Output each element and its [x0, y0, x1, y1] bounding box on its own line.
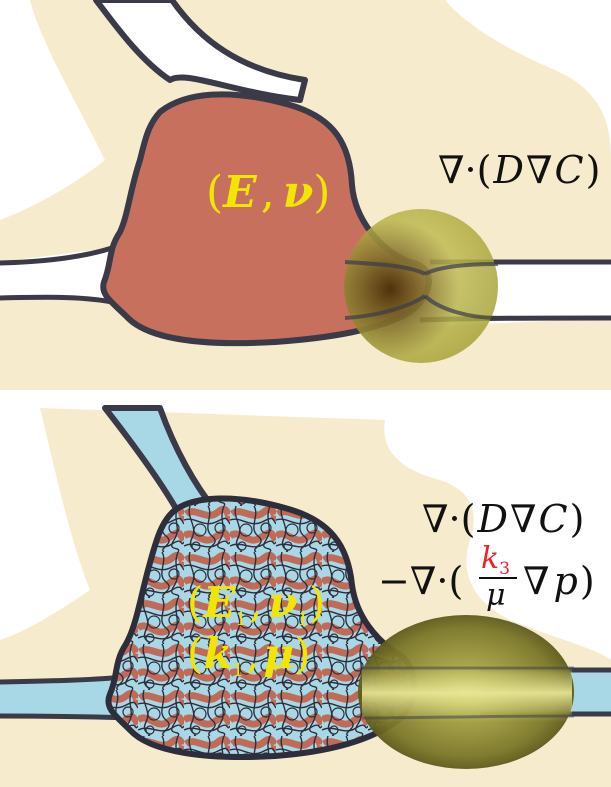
bottom-eq2-nabla1: ∇ — [410, 559, 437, 603]
bottom-eq2-k: k — [481, 541, 499, 576]
bottom-eq2-open: ( — [448, 559, 463, 603]
bottom-params2-close: ) — [294, 629, 310, 678]
top-params-E: E — [221, 167, 258, 218]
bottom-eq2-close: ) — [580, 559, 595, 603]
top-eq-dot: · — [465, 148, 477, 192]
top-eq-open: ( — [477, 148, 492, 192]
top-params-label: (E, ν) — [206, 167, 330, 218]
top-diffusion-core — [344, 209, 498, 363]
bottom-eq1-open: ( — [461, 497, 476, 541]
bottom-eq2-dot: · — [436, 559, 448, 603]
bottom-params-line1: (E1, ν1) — [187, 578, 325, 630]
top-params-open: ( — [206, 167, 223, 218]
bottom-equation-line2: −∇·( k3 μ ∇ p) — [378, 541, 595, 613]
top-panel: (E, ν) ∇·(D∇C) — [0, 0, 611, 390]
bottom-eq2-p: p — [554, 559, 578, 603]
bottom-params1-nu: ν — [268, 578, 297, 627]
bottom-params2-k: k — [203, 629, 232, 678]
bottom-panel: (E1, ν1) (k1,μ) ∇·(D∇C) −∇·( k3 μ ∇ p) — [0, 405, 611, 787]
bottom-eq2-prefix: −∇·( — [378, 559, 463, 603]
bottom-eq1-nabla1: ∇ — [422, 497, 449, 541]
bottom-params2-k-sub: 1 — [233, 660, 244, 681]
bottom-params1-open: ( — [187, 578, 203, 627]
bottom-flow-band — [362, 664, 572, 722]
bottom-eq2-nabla2: ∇ — [523, 559, 550, 603]
bottom-params1-nu-sub: 1 — [297, 609, 308, 630]
bottom-eq2-frac-numerator: k3 — [481, 541, 510, 579]
top-params-comma: , — [261, 167, 275, 218]
bottom-fibrous-cell-body — [105, 495, 417, 760]
top-params-close: ) — [313, 167, 330, 218]
bottom-params1-close: ) — [309, 578, 325, 627]
bottom-params2-mu: μ — [263, 629, 294, 678]
top-params-nu: ν — [283, 167, 314, 218]
bottom-params2-comma: , — [246, 629, 259, 678]
top-eq-nabla2: ∇ — [526, 148, 553, 192]
top-upper-channel — [93, 0, 308, 103]
bottom-eq2-minus: − — [378, 559, 410, 603]
top-eq-close: ) — [586, 148, 601, 192]
bottom-eq2-suffix: ∇ p) — [523, 559, 595, 603]
top-eq-nabla1: ∇ — [438, 148, 465, 192]
bottom-equation-line1: ∇·(D∇C) — [422, 497, 584, 541]
bottom-params1-comma: , — [249, 578, 262, 627]
top-equation: ∇·(D∇C) — [438, 148, 600, 192]
bottom-eq1-D: D — [476, 497, 507, 541]
top-eq-D: D — [492, 148, 523, 192]
bottom-eq1-nabla2: ∇ — [510, 497, 537, 541]
bottom-params1-E: E — [202, 578, 236, 627]
bottom-eq1-dot: · — [449, 497, 461, 541]
bottom-params1-E-sub: 1 — [235, 609, 246, 630]
bottom-eq2-k-sub: 3 — [499, 559, 510, 579]
bottom-params-line2: (k1,μ) — [187, 629, 310, 681]
top-eq-C: C — [554, 148, 583, 192]
bottom-eq1-C: C — [538, 497, 567, 541]
bottom-lower-channel — [0, 676, 130, 718]
bottom-params2-open: ( — [187, 629, 203, 678]
bottom-eq1-close: ) — [570, 497, 585, 541]
bottom-eq2-mu: μ — [486, 578, 506, 613]
